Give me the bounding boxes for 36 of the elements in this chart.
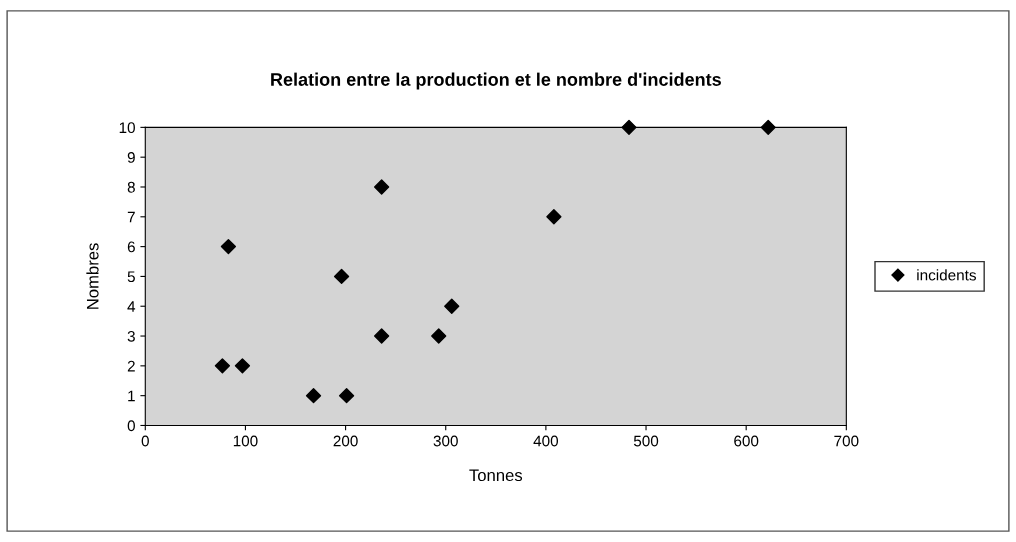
x-tick-label: 600 — [734, 435, 759, 447]
point — [333, 268, 350, 285]
point — [373, 179, 390, 195]
x-tick-label: 700 — [834, 435, 859, 447]
x-tick-label: 400 — [533, 435, 559, 447]
y-tick-label: 9 — [127, 152, 135, 163]
point — [373, 328, 390, 344]
y-tick-label: 10 — [119, 122, 135, 134]
point — [444, 298, 460, 314]
legend-label: incidents — [917, 269, 976, 281]
point — [546, 209, 562, 225]
y-tick-label: 8 — [127, 181, 135, 193]
point — [338, 388, 355, 404]
y-tick-label: 6 — [127, 241, 135, 253]
x-tick-label: 0 — [141, 435, 149, 447]
point — [234, 358, 251, 374]
point — [305, 388, 322, 404]
point — [760, 119, 776, 136]
y-tick-label: 7 — [127, 211, 135, 223]
y-tick-label: 5 — [127, 271, 135, 283]
point — [431, 328, 447, 344]
point — [621, 119, 637, 136]
y-tick-label: 2 — [127, 360, 135, 372]
y-tick-label: 0 — [127, 420, 135, 432]
point — [214, 358, 231, 374]
y-tick-label: 3 — [127, 330, 135, 342]
x-tick-label: 500 — [633, 435, 659, 447]
chart-title: Relation entre la production et le nombre d'incidents — [271, 72, 721, 90]
x-axis-title: Tonnes — [469, 469, 523, 482]
x-tick-label: 300 — [433, 435, 458, 447]
x-tick-label: 200 — [333, 435, 358, 447]
point — [220, 238, 237, 255]
y-axis-title: Nombres — [86, 243, 99, 309]
x-tick-label: 100 — [233, 435, 258, 447]
y-tick-label: 4 — [127, 301, 136, 312]
y-tick-label: 1 — [128, 390, 135, 402]
